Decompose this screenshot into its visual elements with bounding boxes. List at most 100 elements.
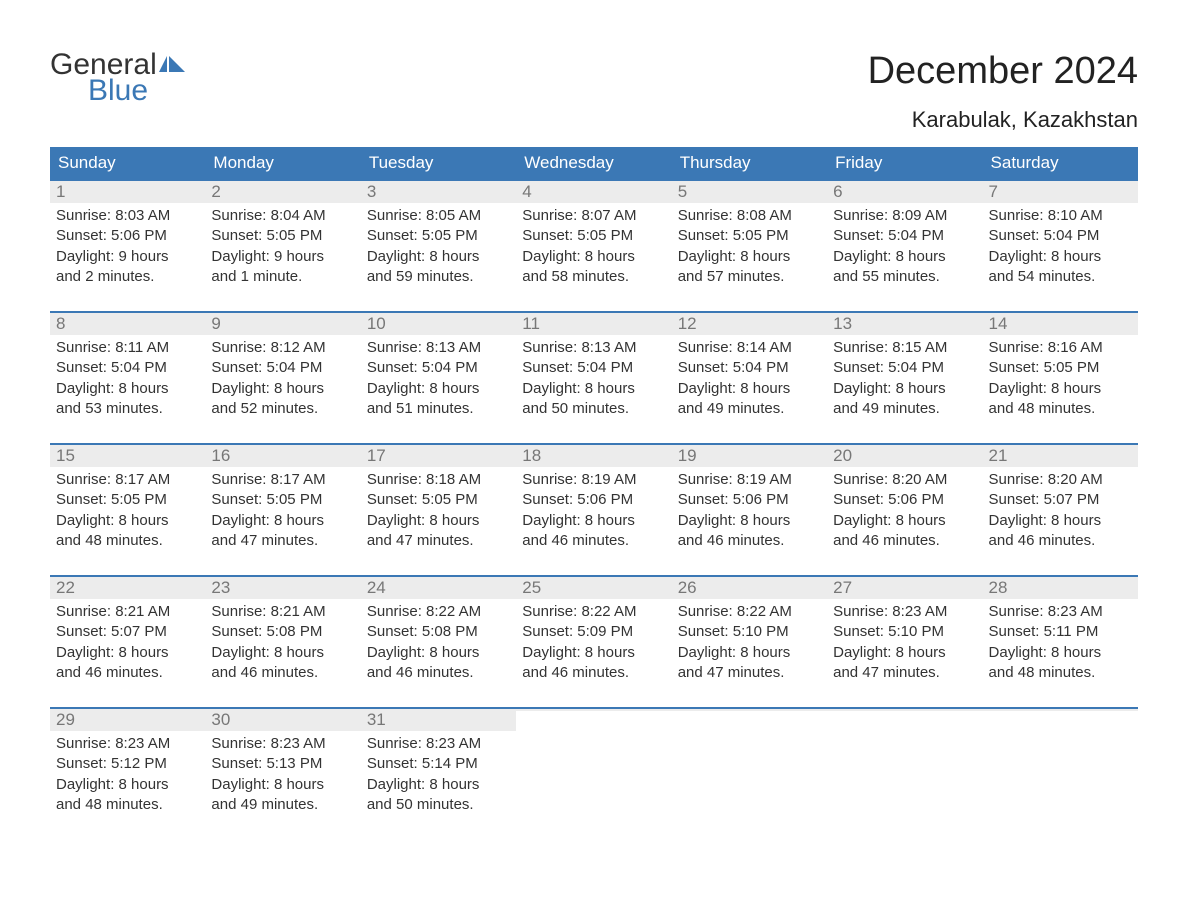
day-info-line: Sunrise: 8:07 AM [522, 206, 665, 226]
calendar-week: 8Sunrise: 8:11 AMSunset: 5:04 PMDaylight… [50, 311, 1138, 427]
daynum-row: 30 [205, 709, 360, 731]
day-info-line: Daylight: 8 hours [678, 247, 821, 267]
daynum-row: 23 [205, 577, 360, 599]
daynum-row: 10 [361, 313, 516, 335]
day-number: 21 [989, 446, 1008, 465]
day-info-line: Daylight: 8 hours [367, 643, 510, 663]
day-info-line: Daylight: 8 hours [989, 247, 1132, 267]
day-info-line: Daylight: 8 hours [833, 379, 976, 399]
calendar-cell: 22Sunrise: 8:21 AMSunset: 5:07 PMDayligh… [50, 577, 205, 691]
calendar-cell: 24Sunrise: 8:22 AMSunset: 5:08 PMDayligh… [361, 577, 516, 691]
calendar: Sunday Monday Tuesday Wednesday Thursday… [50, 147, 1138, 823]
day-number: 29 [56, 710, 75, 729]
day-number: 3 [367, 182, 376, 201]
day-info-line: Sunrise: 8:22 AM [522, 602, 665, 622]
day-number: 18 [522, 446, 541, 465]
day-header: Wednesday [516, 147, 671, 179]
day-info-line: Daylight: 8 hours [522, 511, 665, 531]
day-info-line: Daylight: 8 hours [211, 511, 354, 531]
calendar-cell: 17Sunrise: 8:18 AMSunset: 5:05 PMDayligh… [361, 445, 516, 559]
calendar-cell [983, 709, 1138, 823]
daynum-row: 3 [361, 181, 516, 203]
day-number: 22 [56, 578, 75, 597]
calendar-cell: 29Sunrise: 8:23 AMSunset: 5:12 PMDayligh… [50, 709, 205, 823]
day-number: 5 [678, 182, 687, 201]
day-info-line: Sunset: 5:04 PM [833, 358, 976, 378]
day-info-line: Sunset: 5:05 PM [56, 490, 199, 510]
day-number: 2 [211, 182, 220, 201]
day-info-line: Sunset: 5:12 PM [56, 754, 199, 774]
day-info-line: and 2 minutes. [56, 267, 199, 287]
day-info-line: and 48 minutes. [56, 795, 199, 815]
daynum-row: 17 [361, 445, 516, 467]
daynum-row [672, 709, 827, 711]
daynum-row: 25 [516, 577, 671, 599]
day-info-line: and 54 minutes. [989, 267, 1132, 287]
day-info-line: Daylight: 8 hours [678, 511, 821, 531]
day-info-line: and 50 minutes. [522, 399, 665, 419]
day-info-line: Sunrise: 8:23 AM [211, 734, 354, 754]
day-info-line: Sunset: 5:07 PM [56, 622, 199, 642]
day-info-line: and 46 minutes. [367, 663, 510, 683]
day-info-line: Sunrise: 8:19 AM [678, 470, 821, 490]
day-header: Thursday [672, 147, 827, 179]
day-info-line: Daylight: 8 hours [56, 643, 199, 663]
day-info-line: Sunset: 5:04 PM [989, 226, 1132, 246]
day-number: 19 [678, 446, 697, 465]
day-info-line: Sunrise: 8:17 AM [211, 470, 354, 490]
daynum-row: 15 [50, 445, 205, 467]
day-number: 27 [833, 578, 852, 597]
calendar-cell: 21Sunrise: 8:20 AMSunset: 5:07 PMDayligh… [983, 445, 1138, 559]
day-info-line: Sunset: 5:04 PM [522, 358, 665, 378]
calendar-cell: 30Sunrise: 8:23 AMSunset: 5:13 PMDayligh… [205, 709, 360, 823]
calendar-cell: 10Sunrise: 8:13 AMSunset: 5:04 PMDayligh… [361, 313, 516, 427]
calendar-cell: 9Sunrise: 8:12 AMSunset: 5:04 PMDaylight… [205, 313, 360, 427]
daynum-row: 7 [983, 181, 1138, 203]
day-info-line: Sunrise: 8:12 AM [211, 338, 354, 358]
daynum-row: 24 [361, 577, 516, 599]
calendar-cell: 7Sunrise: 8:10 AMSunset: 5:04 PMDaylight… [983, 181, 1138, 295]
day-info-line: and 49 minutes. [211, 795, 354, 815]
calendar-cell: 6Sunrise: 8:09 AMSunset: 5:04 PMDaylight… [827, 181, 982, 295]
day-info-line: and 1 minute. [211, 267, 354, 287]
calendar-cell: 5Sunrise: 8:08 AMSunset: 5:05 PMDaylight… [672, 181, 827, 295]
calendar-cell: 27Sunrise: 8:23 AMSunset: 5:10 PMDayligh… [827, 577, 982, 691]
day-info-line: and 47 minutes. [211, 531, 354, 551]
day-info-line: Sunrise: 8:15 AM [833, 338, 976, 358]
day-number: 30 [211, 710, 230, 729]
calendar-cell: 2Sunrise: 8:04 AMSunset: 5:05 PMDaylight… [205, 181, 360, 295]
day-info-line: Daylight: 8 hours [56, 775, 199, 795]
day-info-line: Daylight: 8 hours [56, 511, 199, 531]
day-number: 31 [367, 710, 386, 729]
calendar-cell: 25Sunrise: 8:22 AMSunset: 5:09 PMDayligh… [516, 577, 671, 691]
day-number: 1 [56, 182, 65, 201]
day-info-line: Sunrise: 8:04 AM [211, 206, 354, 226]
daynum-row: 16 [205, 445, 360, 467]
calendar-cell [672, 709, 827, 823]
day-info-line: and 55 minutes. [833, 267, 976, 287]
day-info-line: Sunset: 5:04 PM [678, 358, 821, 378]
day-info-line: and 50 minutes. [367, 795, 510, 815]
day-number: 6 [833, 182, 842, 201]
day-header: Sunday [50, 147, 205, 179]
day-info-line: Sunset: 5:06 PM [833, 490, 976, 510]
day-info-line: Sunset: 5:05 PM [211, 226, 354, 246]
calendar-cell: 14Sunrise: 8:16 AMSunset: 5:05 PMDayligh… [983, 313, 1138, 427]
daynum-row: 18 [516, 445, 671, 467]
day-number: 23 [211, 578, 230, 597]
page-title: December 2024 [868, 50, 1138, 93]
calendar-cell: 19Sunrise: 8:19 AMSunset: 5:06 PMDayligh… [672, 445, 827, 559]
day-number: 17 [367, 446, 386, 465]
calendar-cell [516, 709, 671, 823]
daynum-row: 8 [50, 313, 205, 335]
day-info-line: Sunset: 5:14 PM [367, 754, 510, 774]
day-header: Saturday [983, 147, 1138, 179]
day-info-line: Sunset: 5:13 PM [211, 754, 354, 774]
day-info-line: and 46 minutes. [989, 531, 1132, 551]
day-info-line: Daylight: 9 hours [56, 247, 199, 267]
calendar-week: 1Sunrise: 8:03 AMSunset: 5:06 PMDaylight… [50, 179, 1138, 295]
day-info-line: and 46 minutes. [211, 663, 354, 683]
daynum-row [827, 709, 982, 711]
day-number: 16 [211, 446, 230, 465]
calendar-cell: 20Sunrise: 8:20 AMSunset: 5:06 PMDayligh… [827, 445, 982, 559]
